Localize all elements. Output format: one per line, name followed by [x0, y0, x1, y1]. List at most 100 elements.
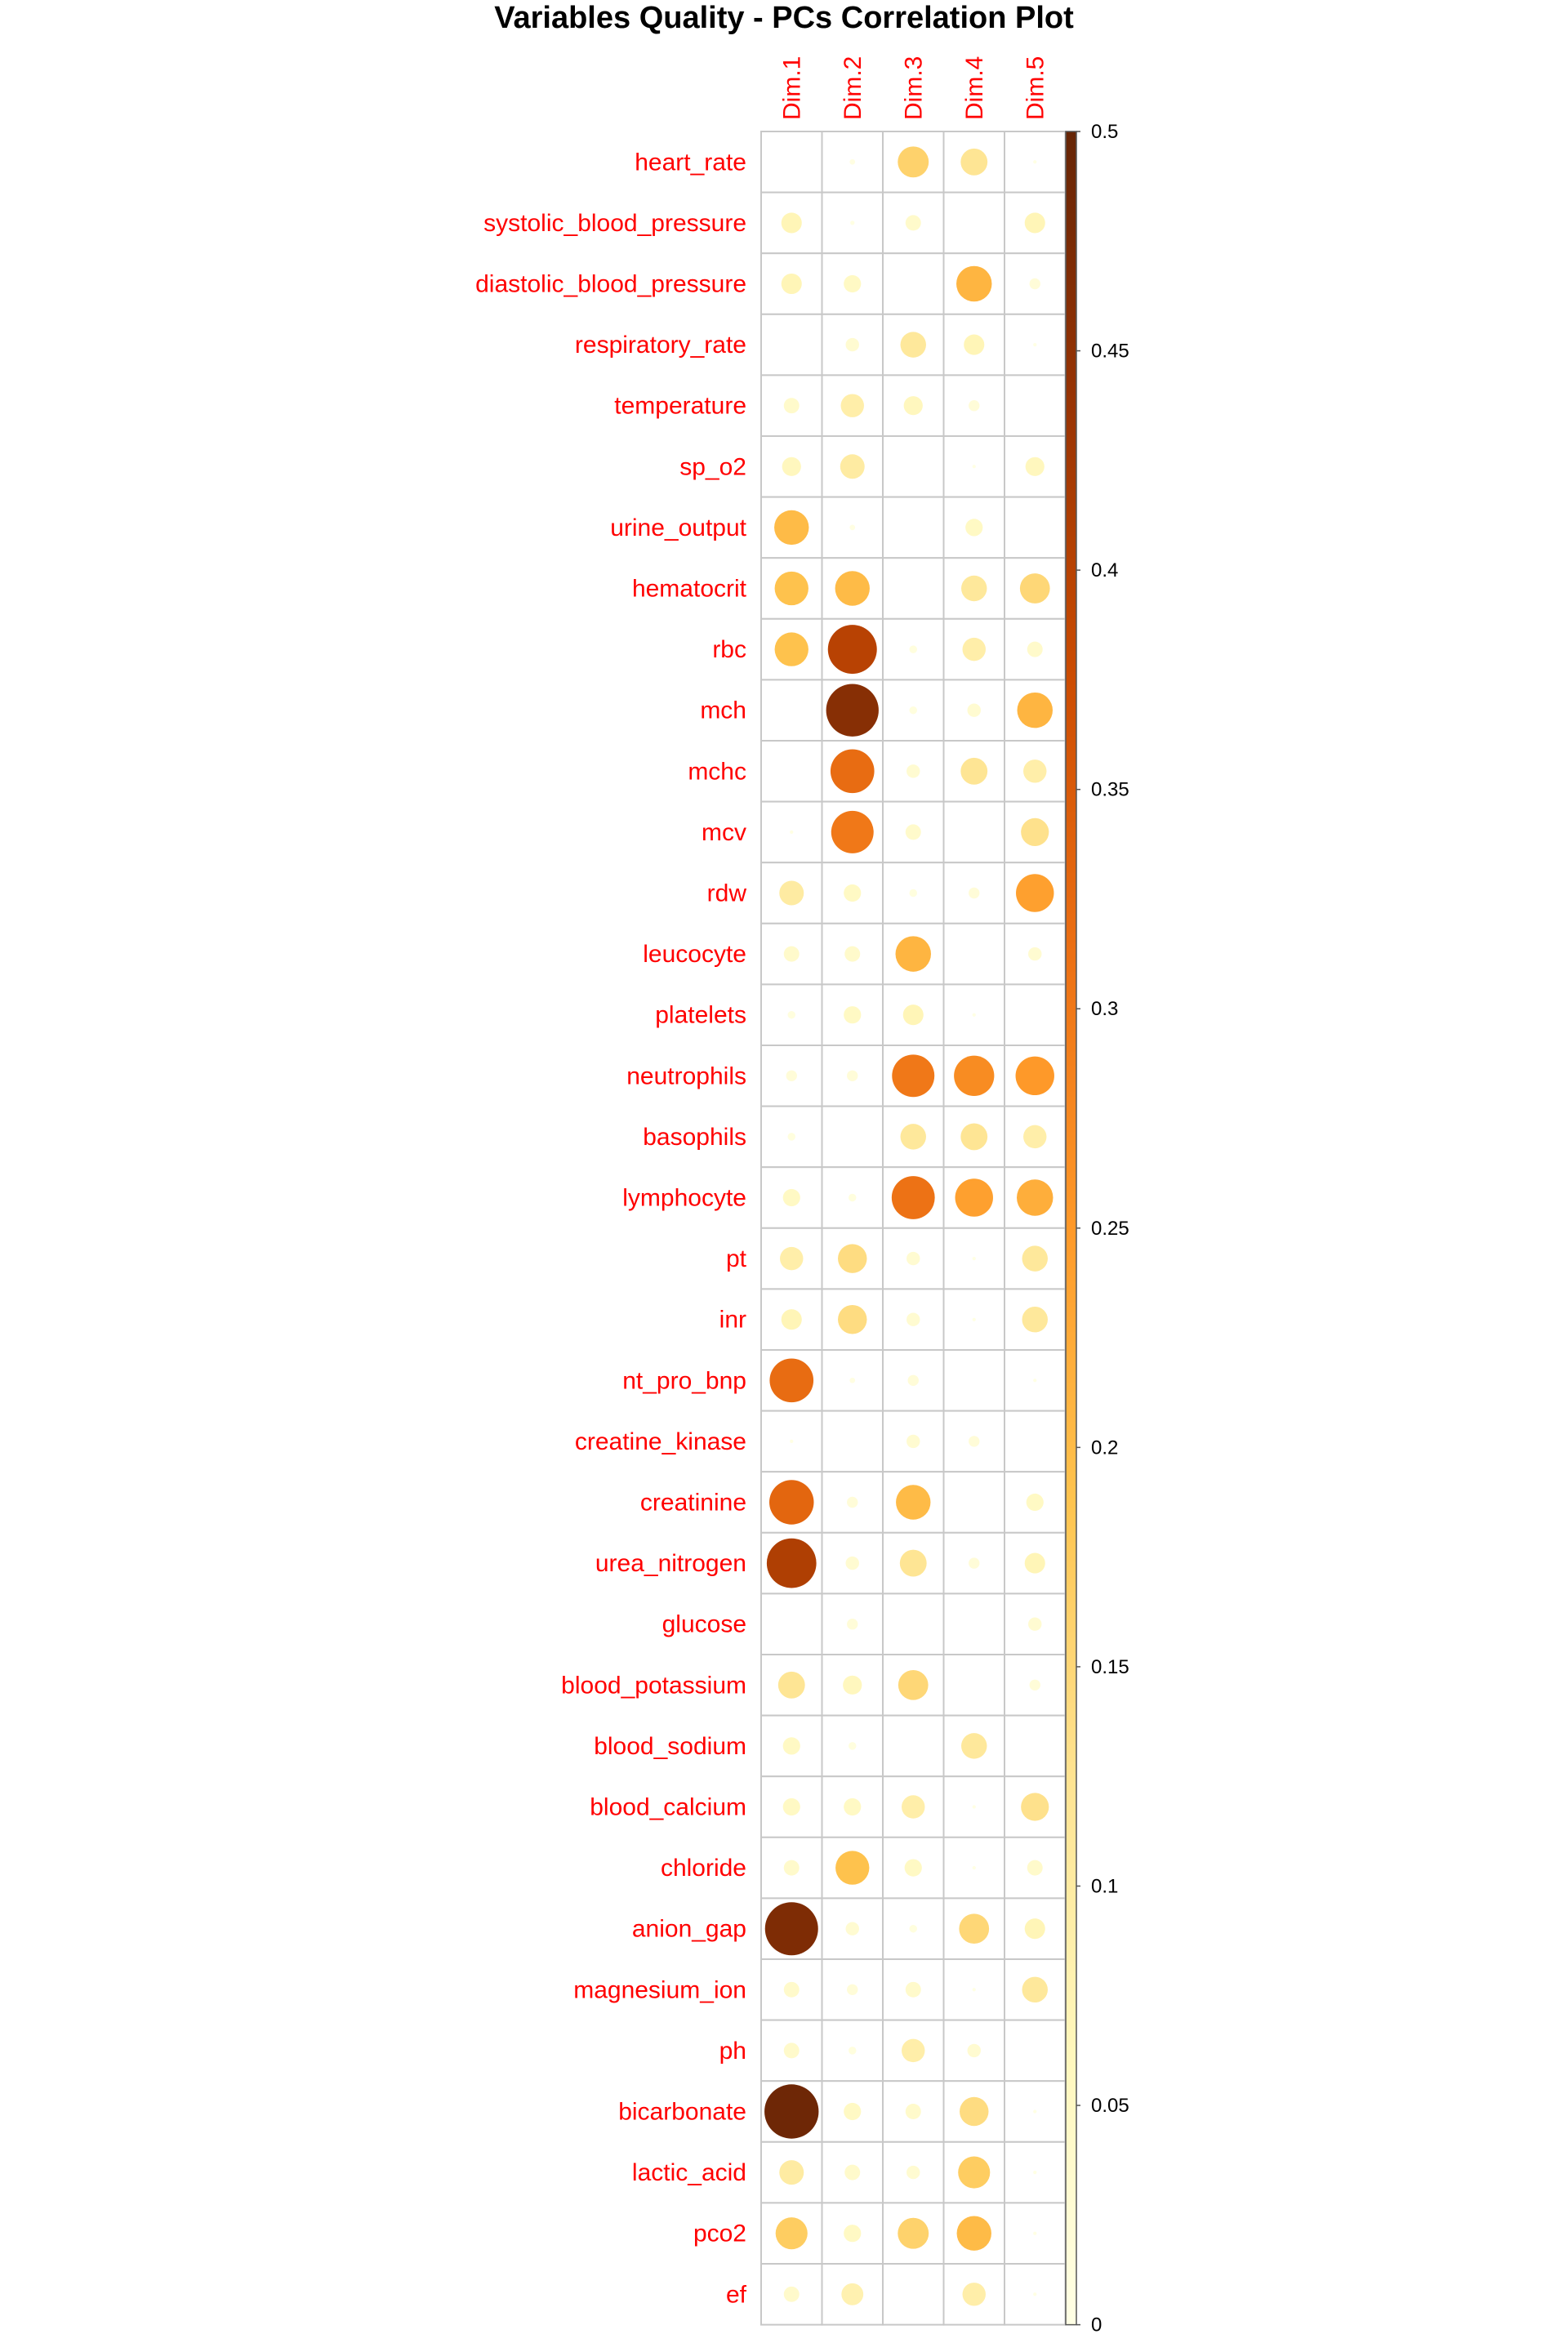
correlation-circle	[1024, 212, 1045, 234]
grid-cell	[942, 191, 1005, 255]
correlation-circle	[847, 1070, 858, 1082]
correlation-circle	[898, 1669, 929, 1700]
column-label: Dim.4	[961, 56, 988, 120]
correlation-circle	[849, 1377, 856, 1383]
correlation-circle	[961, 1733, 987, 1759]
correlation-circle	[844, 2164, 861, 2180]
grid-cell	[942, 1592, 1005, 1656]
correlation-circle	[843, 1675, 862, 1695]
correlation-circle	[1027, 1860, 1043, 1876]
grid-cell	[942, 1349, 1005, 1412]
correlation-circle	[1022, 1245, 1048, 1272]
correlation-circle	[1033, 2231, 1037, 2235]
grid-cell	[882, 2263, 945, 2326]
correlation-circle	[850, 220, 855, 225]
correlation-circle	[774, 510, 809, 546]
grid-cell	[760, 1592, 823, 1656]
grid-cell	[760, 1288, 823, 1352]
correlation-circle	[909, 645, 917, 653]
row-label: glucose	[662, 1611, 746, 1638]
colorbar-tick-label: 0.3	[1091, 998, 1118, 1020]
column-label: Dim.2	[840, 56, 866, 120]
row-label: temperature	[614, 393, 746, 420]
grid-cell	[882, 800, 945, 864]
correlation-circle	[782, 457, 801, 476]
grid-cell	[1004, 983, 1067, 1047]
correlation-circle	[972, 1256, 976, 1261]
correlation-circle	[972, 1013, 976, 1017]
correlation-circle	[827, 625, 877, 675]
correlation-circle	[965, 519, 983, 537]
grid-cell	[1004, 1410, 1067, 1473]
correlation-circle	[967, 703, 981, 717]
correlation-circle	[1033, 2109, 1037, 2114]
correlation-circle	[783, 946, 800, 962]
correlation-circle	[906, 764, 920, 778]
row-label: magnesium_ion	[573, 1976, 746, 2003]
correlation-circle	[955, 1178, 993, 1217]
column-labels: Dim.1 Dim.2 Dim.3 Dim.4 Dim.5	[778, 56, 1049, 120]
correlation-circle	[841, 2283, 864, 2305]
correlation-circle	[1029, 278, 1040, 290]
row-label: anion_gap	[632, 1916, 746, 1943]
correlation-circle	[779, 880, 804, 906]
correlation-circle	[902, 1004, 924, 1026]
correlation-circle	[844, 946, 861, 962]
correlation-circle	[1027, 641, 1043, 657]
grid-cell	[821, 1105, 884, 1169]
column-label: Dim.5	[1022, 56, 1049, 120]
correlation-circle	[967, 2043, 981, 2058]
grid-cell	[942, 1654, 1005, 1717]
grid-cell	[821, 1410, 884, 1473]
row-label: pt	[726, 1245, 747, 1272]
grid-cell	[760, 740, 823, 803]
correlation-circle	[1019, 573, 1050, 604]
correlation-circle	[844, 274, 862, 293]
correlation-circle	[769, 1480, 814, 1525]
correlation-circle	[1024, 1918, 1045, 1940]
colorbar-tick-label: 0.25	[1091, 1218, 1129, 1240]
grid-cell	[1004, 496, 1067, 559]
row-label: basophils	[643, 1124, 746, 1151]
correlation-circle	[972, 1805, 976, 1809]
correlation-circle	[972, 1988, 976, 1992]
colorbar-tick-label: 0.35	[1091, 779, 1129, 801]
correlation-circle	[960, 757, 988, 785]
row-label: ef	[726, 2281, 747, 2308]
column-label: Dim.3	[900, 56, 927, 120]
correlation-circle	[906, 1251, 920, 1266]
row-label: mch	[700, 697, 746, 724]
colorbar-tick-label: 0	[1091, 2314, 1102, 2336]
correlation-circle	[962, 637, 986, 662]
correlation-circle	[779, 2160, 804, 2185]
correlation-circle	[1033, 160, 1037, 164]
correlation-circle	[959, 1913, 990, 1944]
correlation-circle	[780, 1246, 804, 1271]
correlation-circle	[905, 2104, 921, 2119]
row-label: blood_calcium	[590, 1794, 746, 1821]
correlation-circle	[849, 524, 856, 531]
correlation-circle	[909, 889, 917, 898]
grid-cell	[882, 1227, 945, 1290]
correlation-circle	[787, 1010, 795, 1019]
correlation-circle	[960, 148, 988, 176]
correlation-circle	[972, 465, 976, 469]
correlation-circle	[1022, 1306, 1048, 1333]
grid-cell	[1004, 1714, 1067, 1778]
row-label: bicarbonate	[618, 2099, 746, 2126]
grid-cell	[882, 252, 945, 315]
correlation-circle	[956, 265, 992, 302]
row-label: mcv	[702, 819, 746, 846]
correlation-circle	[909, 706, 917, 715]
row-label: rdw	[707, 880, 747, 907]
grid-cell	[760, 313, 823, 376]
row-label: hematocrit	[632, 576, 747, 603]
row-label: mchc	[688, 758, 746, 785]
row-label: blood_potassium	[561, 1672, 746, 1699]
correlation-circle	[783, 2286, 800, 2302]
correlation-circle	[907, 1374, 919, 1387]
correlation-circle	[969, 399, 980, 412]
grid-cell	[1004, 2019, 1067, 2082]
correlation-circle	[958, 2156, 991, 2189]
correlation-circle	[972, 1317, 976, 1321]
